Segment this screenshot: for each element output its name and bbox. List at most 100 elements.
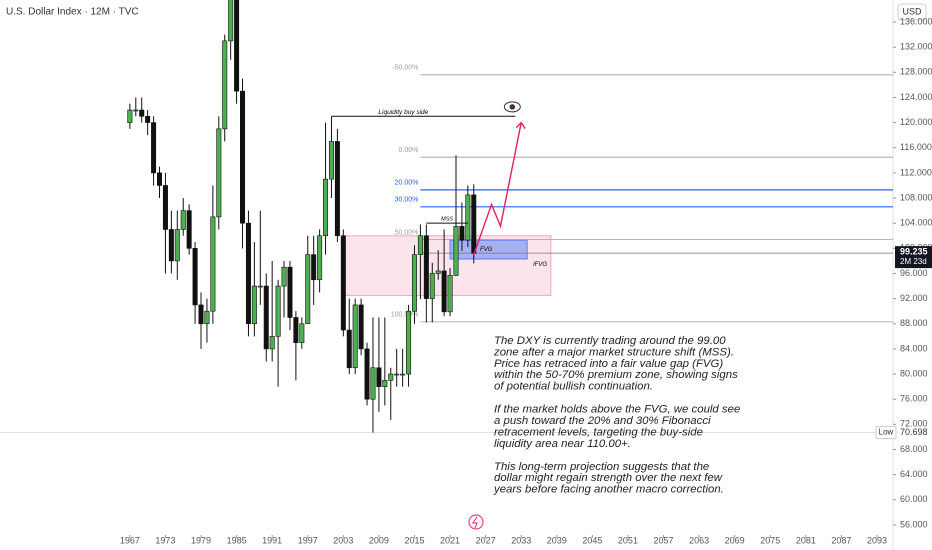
candle-body: [358, 304, 364, 350]
note-line: Price has retraced into a fair value gap…: [494, 358, 723, 370]
y-tick-label: 112.000: [900, 167, 932, 177]
fib-label: 50.00%: [395, 229, 419, 236]
eye-pupil: [509, 104, 516, 110]
x-tick-label: 2093: [867, 535, 887, 545]
candle-body: [186, 210, 192, 249]
y-tick-label: 108.000: [900, 192, 932, 202]
candle-body: [406, 310, 412, 375]
candle-body: [305, 254, 311, 325]
y-tick-label: 80.000: [900, 368, 928, 378]
x-tick-label: 2045: [582, 535, 602, 545]
fib-label: 0.00%: [399, 147, 419, 154]
candle-body: [459, 226, 465, 241]
candle-body: [471, 194, 477, 254]
note-line: within the 50-70% premium zone, showing …: [494, 369, 738, 381]
candle-body: [245, 222, 251, 325]
candle-body: [269, 336, 275, 350]
x-tick-label: 2075: [760, 535, 780, 545]
x-tick-label: 2039: [547, 535, 567, 545]
candle-body: [192, 248, 198, 306]
x-tick-label: 1979: [191, 535, 211, 545]
y-tick-label: 68.000: [900, 444, 928, 454]
x-tick-label: 2015: [404, 535, 424, 545]
currency-button[interactable]: [897, 3, 927, 21]
projection-path: [473, 122, 522, 255]
x-tick-label: 1991: [262, 535, 282, 545]
x-tick-label: 2081: [796, 535, 816, 545]
x-tick-label: 2051: [618, 535, 638, 545]
indicator-icon[interactable]: [468, 514, 484, 530]
y-tick-label: 136.000: [900, 16, 932, 26]
candle-body: [257, 285, 263, 288]
price-axis: [893, 0, 932, 550]
y-tick-label: 92.000: [900, 293, 928, 303]
ifvg-label: IFVG: [533, 262, 547, 268]
x-tick-label: 1997: [298, 535, 318, 545]
low-badge: [875, 426, 897, 440]
candle-body: [180, 210, 186, 230]
x-tick-label: 1973: [155, 535, 175, 545]
y-tick-label: 96.000: [900, 268, 928, 278]
x-tick-label: 2069: [725, 535, 745, 545]
note-line: years before facing another macro correc…: [493, 484, 724, 496]
candle-body: [157, 172, 163, 186]
candle-body: [174, 229, 180, 262]
candle-body: [198, 304, 204, 325]
candle-body: [168, 229, 174, 262]
candle-body: [317, 235, 323, 281]
y-tick-label: 72.000: [900, 419, 928, 429]
x-tick-label: 2003: [333, 535, 353, 545]
candle-body: [228, 0, 234, 42]
note-line: If the market holds above the FVG, we co…: [494, 404, 740, 416]
candle-body: [251, 285, 257, 325]
candle-body: [204, 310, 210, 325]
fib-label: 30.00%: [395, 197, 419, 204]
fib-label: 20.00%: [395, 180, 419, 187]
candle-body: [222, 40, 228, 130]
candle-body: [162, 185, 168, 230]
candle-body: [127, 109, 133, 123]
candle-body: [281, 266, 287, 287]
currency: USD: [902, 6, 922, 16]
candle-body: [334, 141, 340, 237]
y-tick-label: 84.000: [900, 343, 928, 353]
candle-body: [216, 128, 222, 218]
y-tick-label: 128.000: [900, 67, 932, 77]
chart-title: U.S. Dollar Index · 12M · TVC: [6, 7, 139, 18]
candle-body: [323, 178, 329, 237]
candle-body: [299, 323, 305, 343]
candle-body: [429, 273, 435, 299]
candle-body: [394, 373, 400, 376]
x-tick-label: 2087: [831, 535, 851, 545]
projection-arrowhead: [515, 121, 526, 129]
note-line: This long-term projection suggests that …: [494, 461, 709, 473]
x-tick-label: 2033: [511, 535, 531, 545]
candle-body: [447, 275, 453, 313]
fvg-label: FVG: [480, 247, 493, 253]
y-tick-label: 104.000: [900, 218, 932, 228]
candle-body: [139, 109, 145, 117]
candle-body: [263, 285, 269, 350]
candle-body: [234, 0, 240, 92]
candle-body: [453, 226, 459, 276]
candle-body: [275, 285, 281, 337]
candle-body: [287, 266, 293, 318]
note-line: retracement levels, targeting the buy-si…: [494, 426, 703, 438]
candle-body: [435, 270, 441, 274]
y-tick-label: 88.000: [900, 318, 928, 328]
candle-body: [240, 90, 246, 224]
fib-label: 100.00%: [391, 312, 419, 319]
candle-body: [346, 329, 352, 369]
y-tick-label: 76.000: [900, 394, 928, 404]
candle-body: [400, 373, 406, 376]
mss-label: MSS: [441, 217, 453, 223]
candle-body: [441, 270, 447, 313]
indicator-glyph: [472, 516, 478, 529]
note-line: The DXY is currently trading around the …: [494, 335, 726, 347]
note-line: dollar might regain strength over the ne…: [494, 472, 723, 484]
candle-body: [210, 216, 216, 312]
candle-body: [311, 254, 317, 281]
note-line: a push toward the 20% and 30% Fibonacci: [494, 415, 711, 427]
y-tick-label: 60.000: [900, 494, 928, 504]
